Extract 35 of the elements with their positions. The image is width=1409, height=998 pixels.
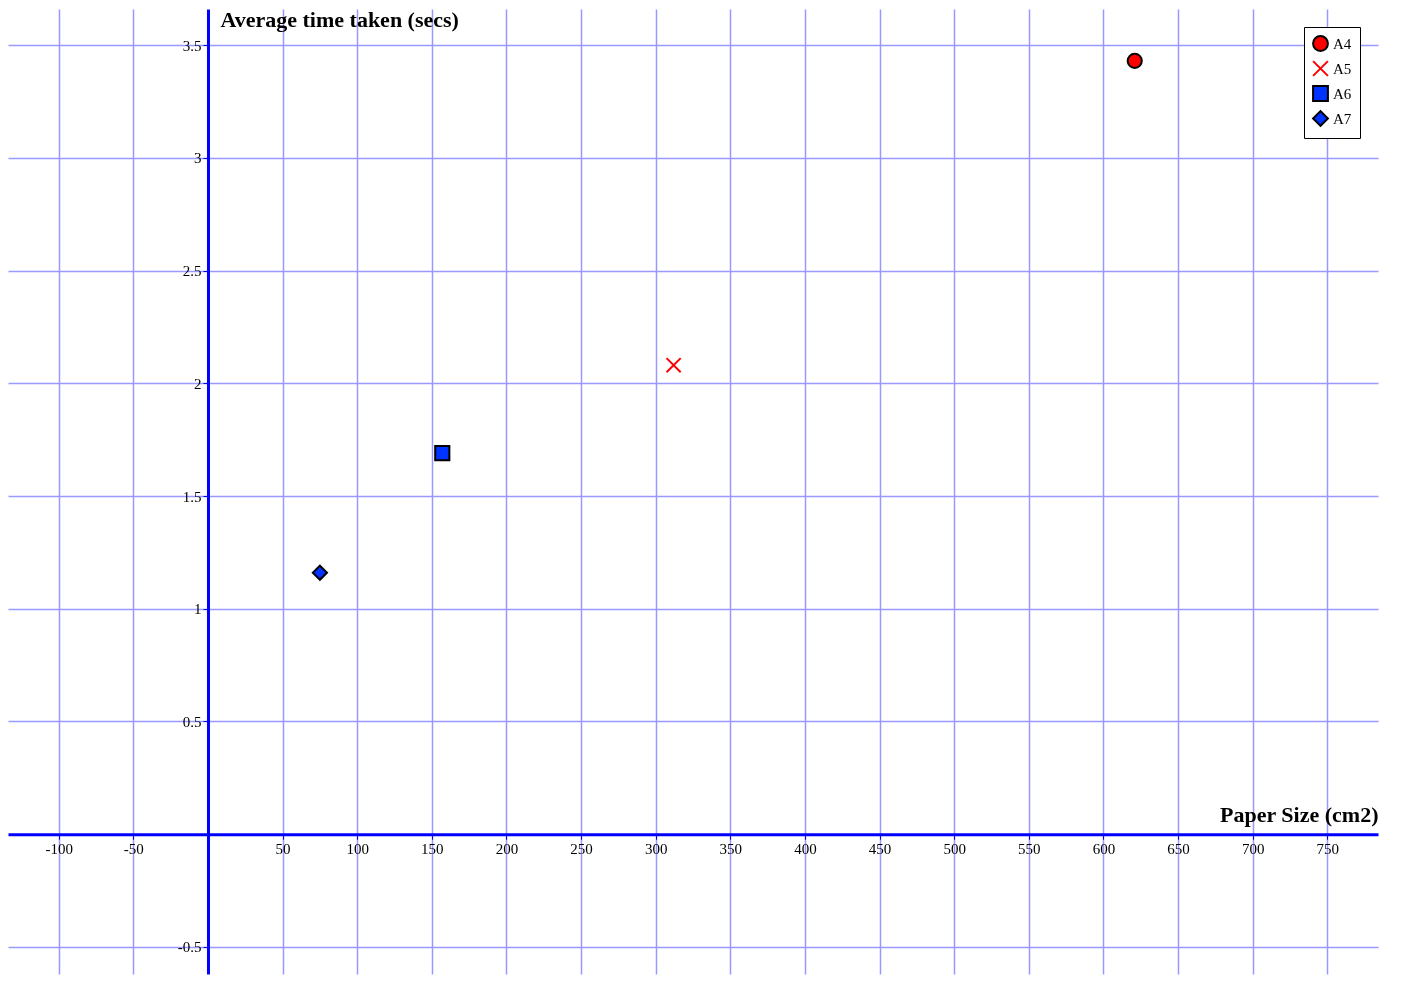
legend-label: A5 xyxy=(1333,60,1352,77)
x-tick-label: 550 xyxy=(1018,840,1041,857)
x-tick-label: 650 xyxy=(1167,840,1190,857)
x-tick-label: 200 xyxy=(495,840,519,857)
y-tick-label: 2.5 xyxy=(182,263,202,280)
x-tick-label: 250 xyxy=(570,840,593,857)
x-tick-label: 750 xyxy=(1316,840,1340,857)
point xyxy=(665,357,682,374)
point xyxy=(1126,52,1143,69)
legend-label: A6 xyxy=(1333,85,1352,102)
y-tick-label: 2 xyxy=(193,375,202,392)
x-tick-label: 300 xyxy=(644,840,668,857)
x-tick-label: 450 xyxy=(868,840,892,857)
x-tick-label: -50 xyxy=(123,840,144,857)
x-tick-label: 400 xyxy=(794,840,817,857)
x-tick-label: -100 xyxy=(45,840,73,857)
y-tick-label: 3 xyxy=(193,150,202,167)
legend-label: A4 xyxy=(1333,35,1352,52)
point xyxy=(434,445,451,462)
x-tick-label: 350 xyxy=(719,840,743,857)
x-tick-label: 600 xyxy=(1092,840,1116,857)
y-tick-label: 1 xyxy=(193,601,202,618)
y-axis-title: Average time taken (secs) xyxy=(220,6,459,32)
x-axis-title: Paper Size (cm2) xyxy=(1220,801,1379,827)
x-tick-label: 150 xyxy=(421,840,444,857)
x-tick-label: 100 xyxy=(346,840,369,857)
x-tick-label: 50 xyxy=(275,840,291,857)
y-tick-label: 0.5 xyxy=(182,713,202,730)
point xyxy=(311,564,328,581)
y-tick-label: 3.5 xyxy=(182,37,202,54)
x-tick-label: 700 xyxy=(1241,840,1265,857)
y-tick-label: 1.5 xyxy=(182,488,202,505)
y-tick-label: -0.5 xyxy=(177,939,202,956)
legend-label: A7 xyxy=(1333,110,1352,127)
x-tick-label: 500 xyxy=(943,840,966,857)
